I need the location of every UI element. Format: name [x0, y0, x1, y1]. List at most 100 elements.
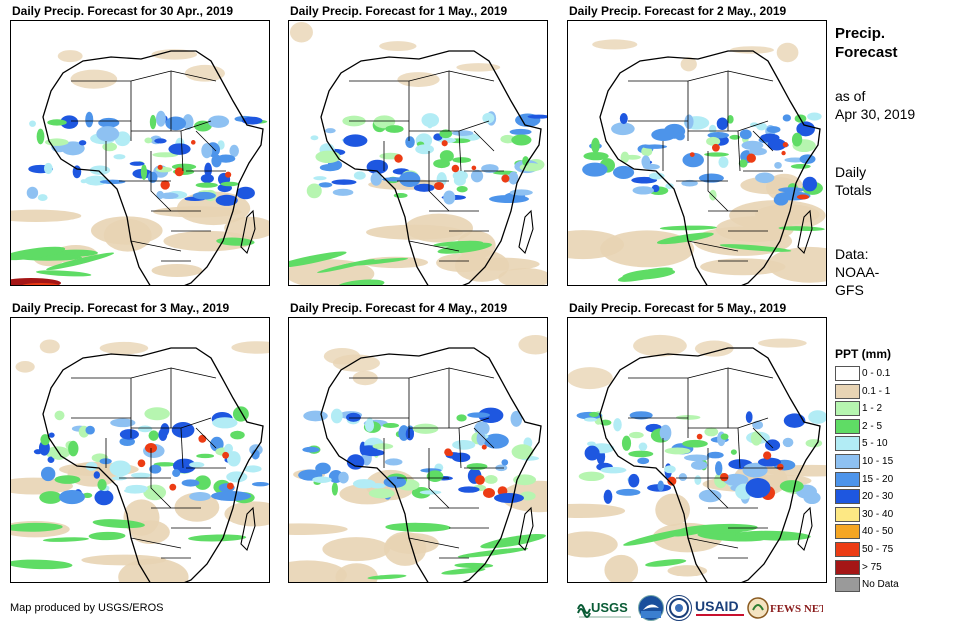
rain-cell [716, 117, 728, 131]
heavy-rain-cell [475, 475, 485, 485]
rain-cell [204, 162, 213, 177]
rain-cell [61, 141, 85, 156]
country-border [150, 448, 172, 509]
rain-cell [510, 410, 523, 427]
coastline [320, 347, 542, 582]
rain-cell [192, 191, 216, 200]
dry-patch [151, 264, 203, 277]
rain-cell [148, 430, 159, 441]
rain-cell [476, 431, 486, 446]
legend-label: No Data [862, 579, 899, 591]
rain-cell [426, 470, 444, 482]
heavy-rain-cell [225, 171, 232, 178]
rain-cell [807, 112, 822, 121]
forecast-map [288, 20, 548, 286]
dry-patch [379, 41, 417, 52]
country-border [473, 130, 495, 152]
dry-patch [680, 57, 697, 72]
dry-patch [568, 367, 613, 390]
rain-cell [419, 490, 442, 495]
legend-label: 1 - 2 [862, 403, 883, 415]
heavy-rain-cell [471, 165, 477, 171]
rain-cell [93, 471, 101, 479]
fews-logo-text: FEWS NET [770, 603, 823, 615]
dry-patch [90, 216, 163, 245]
rain-cell [84, 175, 108, 186]
dry-patch [456, 63, 501, 72]
rain-cell [154, 138, 167, 144]
sidebar-daily-line1: Daily [835, 164, 867, 180]
rain-cell [750, 431, 762, 446]
rain-cell [68, 440, 79, 457]
heavy-rain-cell [226, 482, 234, 490]
africa-map [11, 49, 269, 285]
heavy-rain-cell [441, 140, 448, 147]
rain-cell [741, 140, 764, 150]
dry-patch [700, 258, 786, 276]
rain-cell [619, 113, 628, 125]
rain-cell [40, 434, 50, 446]
rain-cell [745, 478, 771, 498]
heavy-rain-cell [451, 164, 460, 173]
rain-cell [43, 162, 53, 175]
dry-patch [289, 560, 347, 582]
country-border [707, 448, 729, 509]
rain-cell [168, 143, 191, 155]
dry-patch [655, 493, 691, 527]
rain-cell [413, 183, 435, 192]
dry-patch [99, 341, 149, 355]
rain-cell [641, 155, 651, 169]
madagascar-outline [240, 209, 256, 255]
rain-streak [317, 259, 375, 273]
rain-cell [511, 134, 532, 146]
rain-cell [22, 283, 60, 285]
rain-cell [730, 449, 737, 455]
rain-cell [212, 417, 238, 429]
rain-cell [631, 176, 658, 184]
rain-cell [236, 186, 255, 200]
africa-map [568, 334, 826, 582]
sidebar-data-line1: Data: [835, 246, 869, 262]
country-border [428, 448, 450, 509]
rain-cell [628, 450, 654, 458]
rain-cell [393, 193, 408, 199]
rain-cell [765, 439, 781, 452]
sidebar-asof-date: Apr 30, 2019 [835, 106, 916, 122]
rain-streak [216, 237, 255, 246]
rain-cell [149, 464, 162, 474]
country-border [458, 130, 462, 172]
rain-cell [443, 190, 456, 205]
rain-cell [684, 454, 710, 462]
rain-streak [645, 559, 687, 567]
legend-swatch [835, 577, 860, 593]
rain-cell [208, 115, 230, 128]
rain-cell [797, 194, 809, 200]
heavy-rain-cell [160, 180, 170, 190]
rain-cell [130, 472, 151, 479]
sidebar-data-line3: GFS [835, 282, 864, 298]
country-border [180, 130, 184, 172]
dry-patch [592, 39, 638, 50]
coastline [42, 50, 264, 285]
country-border [448, 70, 495, 82]
rain-cell [189, 491, 211, 502]
rain-cell [26, 186, 39, 199]
rain-cell [149, 114, 157, 130]
sidebar-daily-line2: Totals [835, 182, 872, 198]
rain-streak [623, 527, 695, 546]
dry-patch [332, 354, 380, 372]
rain-cell [802, 176, 818, 192]
dry-patch [123, 499, 160, 536]
heavy-rain-cell [198, 434, 207, 443]
rain-cell [224, 443, 234, 454]
legend-swatch [835, 436, 860, 452]
rain-streak [46, 252, 114, 271]
bird-icon [641, 604, 661, 618]
sidebar-data-source: Data: NOAA- GFS [835, 245, 879, 299]
rain-cell [678, 473, 688, 482]
rain-cell [155, 110, 166, 127]
rain-cell [331, 482, 338, 496]
dry-patch [633, 334, 687, 357]
rain-streak [622, 268, 676, 280]
rain-cell [195, 182, 218, 188]
